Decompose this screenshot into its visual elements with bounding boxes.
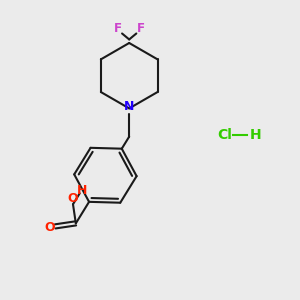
Text: Cl: Cl <box>217 128 232 142</box>
Text: F: F <box>114 22 122 35</box>
Text: F: F <box>136 22 145 35</box>
Text: H: H <box>250 128 261 142</box>
Text: N: N <box>124 100 134 113</box>
Text: H: H <box>76 184 87 197</box>
Text: O: O <box>45 221 55 234</box>
Text: O: O <box>67 193 77 206</box>
